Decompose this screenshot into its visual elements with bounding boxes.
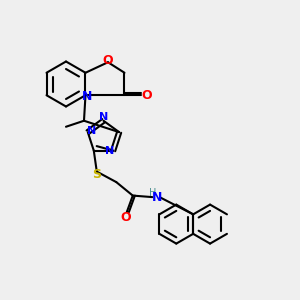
Text: N: N: [87, 126, 96, 136]
Text: N: N: [152, 191, 162, 204]
Text: N: N: [105, 146, 114, 156]
Text: S: S: [92, 168, 101, 181]
Text: H: H: [149, 188, 157, 199]
Text: O: O: [141, 89, 152, 102]
Text: O: O: [120, 211, 130, 224]
Text: N: N: [82, 90, 92, 103]
Text: N: N: [99, 112, 108, 122]
Text: O: O: [103, 54, 113, 67]
